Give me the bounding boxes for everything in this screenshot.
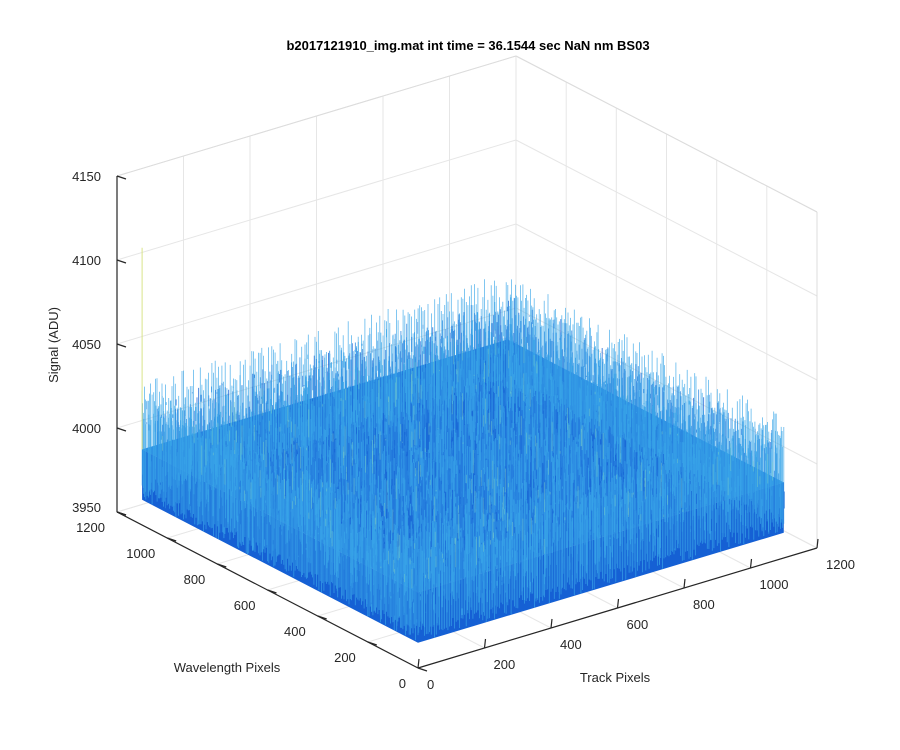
y-tick-label: 1200 (76, 520, 105, 535)
x-tick-label: 800 (693, 597, 715, 612)
y-tick-label: 1000 (126, 546, 155, 561)
z-tick-mark (116, 427, 127, 432)
box-edge (116, 55, 517, 177)
z-tick-mark (116, 259, 127, 264)
y-tick-label: 600 (234, 598, 256, 613)
z-axis-label: Signal (ADU) (46, 307, 61, 383)
box-edge (515, 55, 818, 213)
x-tick-label: 1200 (826, 557, 855, 572)
z-tick-mark (116, 175, 127, 180)
z-tick-mark (116, 511, 127, 516)
z-tick-label: 4000 (72, 421, 101, 436)
z-tick-label: 3950 (72, 500, 101, 515)
grid-line (515, 139, 818, 297)
x-tick-mark (417, 658, 420, 669)
x-tick-label: 200 (494, 657, 516, 672)
x-tick-mark (616, 598, 620, 609)
surface-highlights (162, 337, 773, 588)
x-tick-mark (683, 578, 686, 589)
x-tick-label: 400 (560, 637, 582, 652)
chart-title: b2017121910_img.mat int time = 36.1544 s… (286, 38, 649, 53)
y-tick-mark (317, 615, 327, 620)
surface-layer (141, 247, 785, 643)
y-tick-label: 200 (334, 650, 356, 665)
y-axis-label: Wavelength Pixels (174, 660, 281, 675)
y-tick-mark (417, 667, 428, 672)
x-tick-mark (816, 538, 819, 549)
y-tick-mark (217, 563, 227, 568)
grid-line (116, 223, 517, 345)
axis-layer: 0 200 400 600 800 1000 1200 0 200 400 600 800 1000 12… (72, 169, 855, 692)
y-tick-mark (267, 589, 277, 594)
x-tick-mark (749, 558, 753, 569)
y-tick-mark (367, 641, 377, 646)
x-tick-label: 0 (427, 677, 434, 692)
z-tick-mark (116, 343, 127, 348)
x-axis-label: Track Pixels (580, 670, 651, 685)
z-tick-label: 4150 (72, 169, 101, 184)
y-tick-label: 0 (399, 676, 406, 691)
grid-line (515, 307, 818, 465)
z-tick-label: 4100 (72, 253, 101, 268)
x-tick-label: 600 (627, 617, 649, 632)
grid-line (116, 139, 517, 261)
grid-line (515, 223, 818, 381)
y-tick-label: 800 (184, 572, 206, 587)
x-tick-label: 1000 (760, 577, 789, 592)
y-tick-label: 400 (284, 624, 306, 639)
x-tick-mark (550, 618, 553, 629)
x-tick-mark (483, 638, 487, 649)
z-tick-label: 4050 (72, 337, 101, 352)
y-tick-mark (167, 537, 177, 542)
